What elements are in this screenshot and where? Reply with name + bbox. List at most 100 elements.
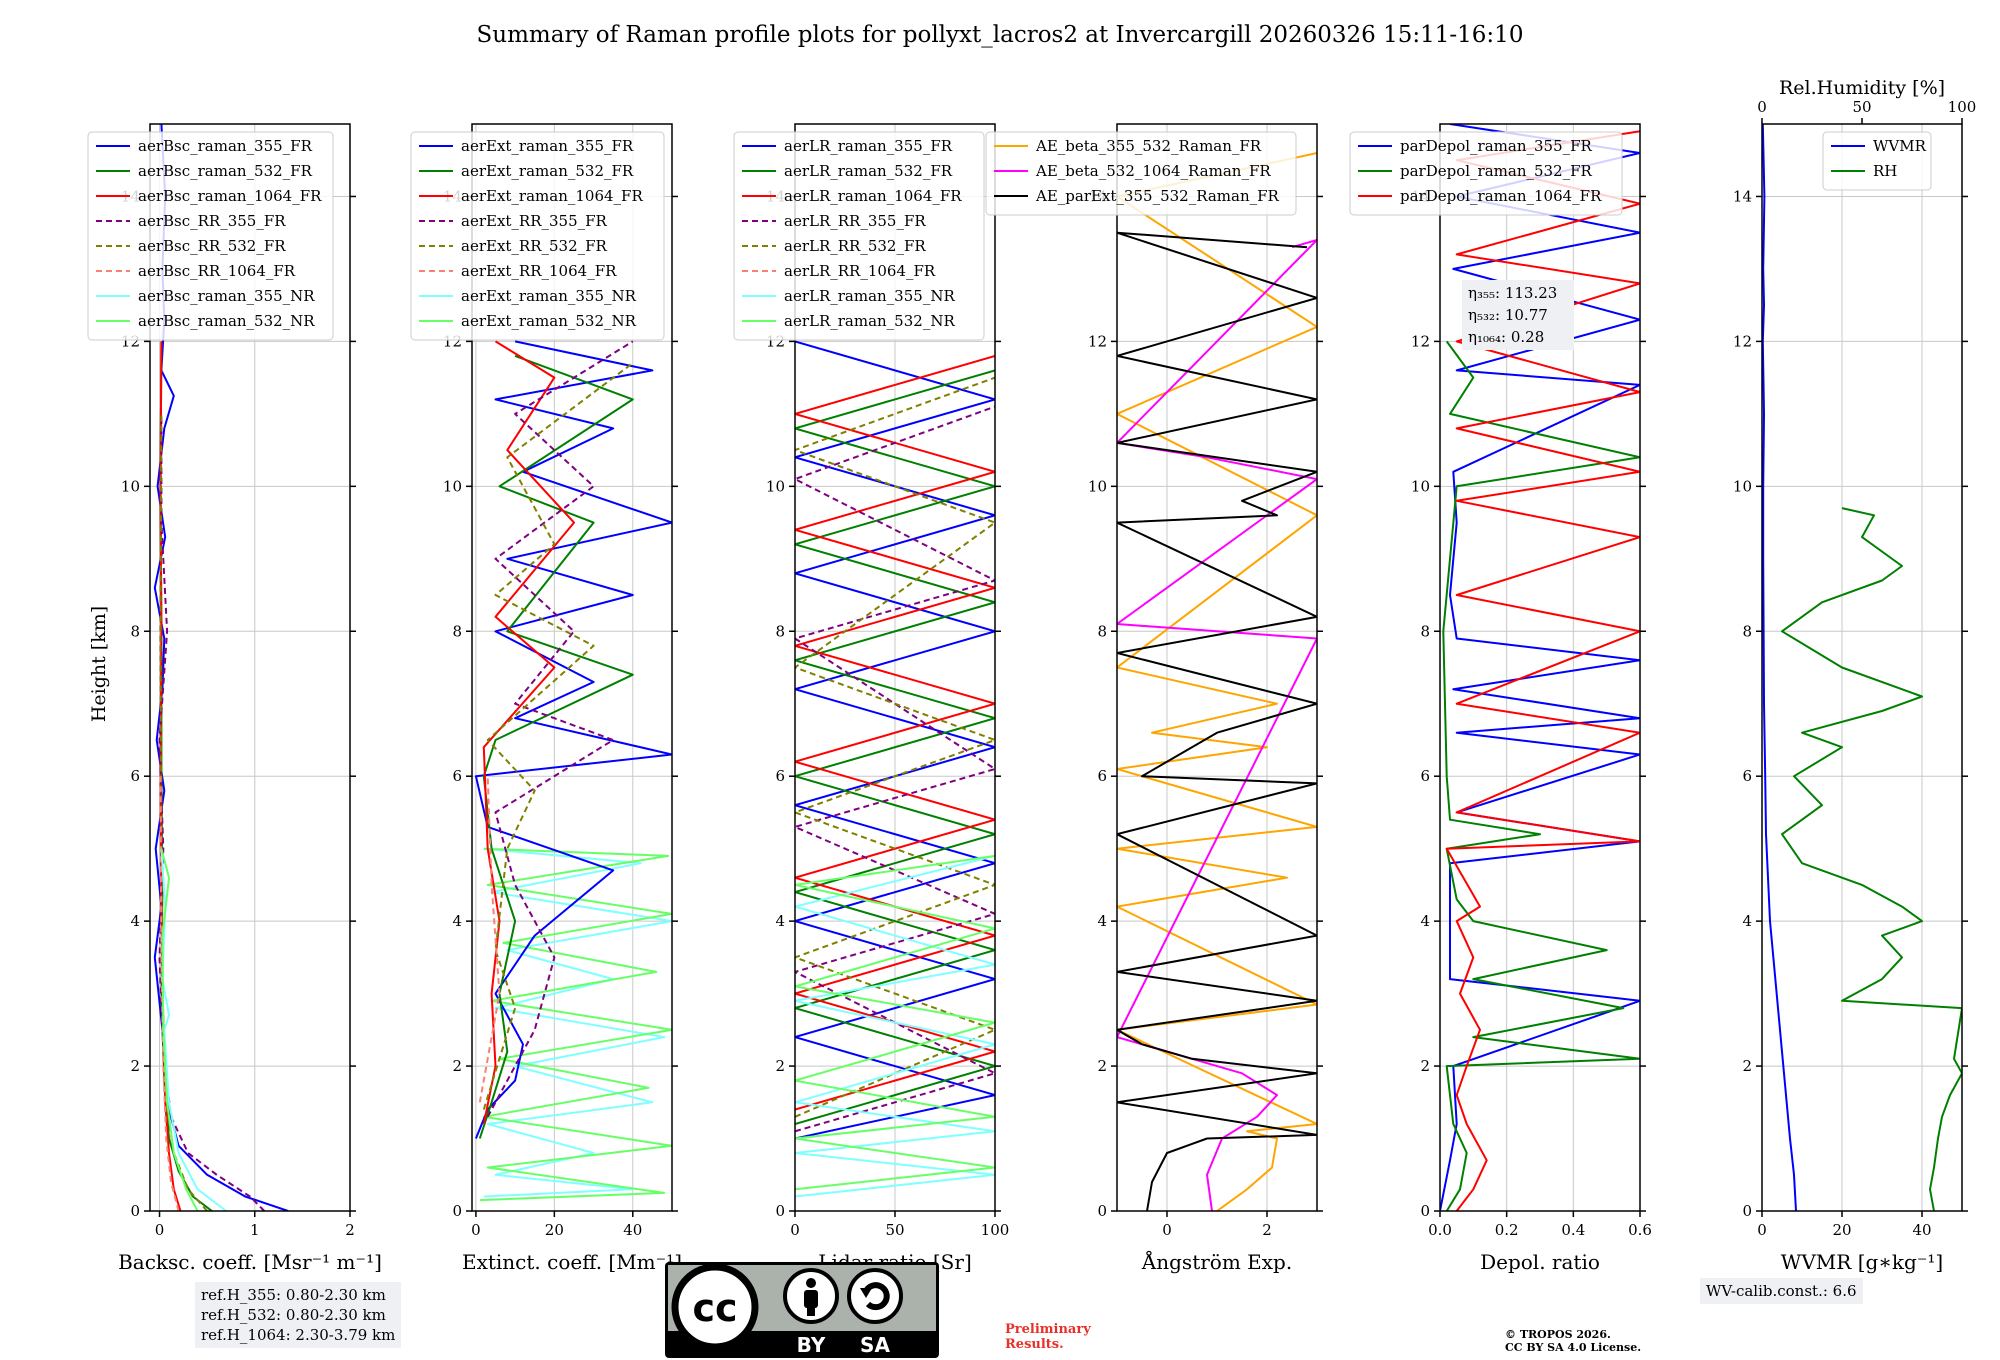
y-tick-label: 6 (130, 767, 140, 785)
x-tick-label: 2 (345, 1221, 355, 1239)
copyright-line-2: CC BY SA 4.0 License. (1505, 1341, 1642, 1354)
preliminary-line-1: Preliminary (1005, 1322, 1091, 1337)
series-group (1117, 152, 1317, 1211)
y-tick-label: 4 (1420, 912, 1430, 930)
series-group (1762, 124, 1962, 1211)
sa-share-alike-icon (847, 1268, 903, 1324)
y-tick-label: 12 (1411, 332, 1430, 350)
copyright-note: © TROPOS 2026. CC BY SA 4.0 License. (1505, 1328, 1641, 1354)
y-tick-label: 10 (121, 477, 140, 495)
wv-calibration-box: WV-calib.const.: 6.6 (1700, 1278, 1863, 1304)
y-tick-label: 0 (1742, 1202, 1752, 1220)
panel-extinction: 0246810121402040Extinct. coeff. [Mm⁻¹]ae… (410, 123, 682, 1274)
legend-entry: aerBsc_raman_1064_FR (138, 187, 322, 205)
series-line-aerLR_raman_355_FR (795, 340, 995, 1140)
y-axis-label: Height [km] (88, 605, 110, 723)
x-axis-label: Extinct. coeff. [Mm⁻¹] (462, 1250, 682, 1274)
y-tick-label: 12 (1733, 332, 1752, 350)
y-tick-label: 4 (775, 912, 785, 930)
legend-entry: aerExt_RR_532_FR (461, 237, 608, 255)
y-tick-label: 8 (1742, 622, 1752, 640)
x-tick-label: 0 (790, 1221, 800, 1239)
legend-entry: aerExt_RR_1064_FR (461, 262, 617, 280)
cc-logo-text: cc (692, 1286, 737, 1330)
y-tick-label: 2 (1097, 1057, 1107, 1075)
top-x-tick-label: 100 (1948, 98, 1977, 116)
series-line-aerExt_raman_532_FR (478, 354, 634, 1139)
series-line-AE_parExt_355_532_Raman_FR (1117, 231, 1317, 1211)
series-line-aerBsc_RR_355_FR (158, 413, 266, 1211)
preliminary-note: Preliminary Results. (1005, 1322, 1091, 1352)
legend-entry: aerLR_raman_532_FR (784, 162, 953, 180)
series-group (795, 340, 995, 1198)
legend-entry: aerExt_raman_532_NR (461, 312, 637, 330)
legend: aerLR_raman_355_FR aerLR_raman_532_FR aerL… (733, 131, 985, 341)
x-tick-label: 0.0 (1428, 1221, 1452, 1239)
y-tick-label: 8 (452, 622, 462, 640)
x-tick-label: 0 (471, 1221, 481, 1239)
series-line-aerExt_raman_355_FR (474, 340, 672, 1139)
series-line-RH (1781, 507, 1962, 1211)
y-tick-label: 14 (1733, 187, 1752, 205)
y-tick-label: 4 (452, 912, 462, 930)
series-line-aerBsc_raman_355_NR (160, 848, 227, 1211)
x-tick-label: 0 (1757, 1221, 1767, 1239)
top-x-axis-label: Rel.Humidity [%] (1779, 77, 1945, 99)
y-tick-label: 6 (1742, 767, 1752, 785)
legend-entry: aerExt_RR_355_FR (461, 212, 608, 230)
series-line-aerBsc_RR_1064_FR (159, 776, 180, 1211)
legend-entry: RH (1873, 162, 1897, 180)
eta-annotation: η₃₅₅: 113.23 η₅₃₂: 10.77 η₁₀₆₄: 0.28 (1462, 280, 1574, 350)
y-tick-label: 0 (1097, 1202, 1107, 1220)
y-tick-label: 8 (1097, 622, 1107, 640)
series-line-AE_beta_355_532_Raman_FR (1117, 152, 1317, 1211)
legend-entry: aerBsc_RR_355_FR (138, 212, 286, 230)
legend: parDepol_raman_355_FR parDepol_raman_532_… (1349, 131, 1623, 216)
legend-entry: aerBsc_raman_532_FR (138, 162, 313, 180)
legend-entry: parDepol_raman_532_FR (1400, 162, 1593, 180)
cc-logo-icon (671, 1263, 759, 1351)
y-tick-label: 0 (130, 1202, 140, 1220)
y-tick-label: 10 (1088, 477, 1107, 495)
y-tick-label: 8 (1420, 622, 1430, 640)
legend: WVMR RH (1822, 131, 1932, 191)
series-line-aerLR_raman_532_NR (795, 854, 995, 1191)
y-tick-label: 4 (1742, 912, 1752, 930)
series-line-aerLR_raman_532_FR (795, 369, 995, 1125)
panel-frame (1116, 123, 1318, 1212)
legend-entry: aerBsc_RR_532_FR (138, 237, 286, 255)
by-label: BY (797, 1333, 826, 1357)
panel-frame (1761, 123, 1963, 1212)
legend-entry: AE_beta_355_532_Raman_FR (1035, 137, 1262, 155)
legend-entry: WVMR (1873, 137, 1927, 155)
series-line-aerExt_RR_532_FR (482, 362, 634, 1110)
cc-license-badge[interactable]: cc BY SA (665, 1262, 939, 1358)
eta-label: η₁₀₆₄: 0.28 (1468, 328, 1544, 346)
y-tick-label: 0 (1420, 1202, 1430, 1220)
legend-entry: aerBsc_raman_355_FR (138, 137, 313, 155)
series-group (474, 340, 672, 1202)
series-line-aerLR_raman_1064_FR (795, 354, 995, 1111)
series-line-aerExt_raman_1064_FR (482, 340, 575, 1125)
x-axis-label: Backsc. coeff. [Msr⁻¹ m⁻¹] (118, 1250, 382, 1274)
y-tick-label: 6 (452, 767, 462, 785)
x-tick-label: 0.2 (1495, 1221, 1519, 1239)
panel-frame (794, 123, 996, 1212)
series-group (153, 124, 289, 1211)
sa-label: SA (860, 1333, 890, 1357)
series-line-aerExt_RR_1064_FR (478, 776, 501, 1103)
legend-entry: aerLR_raman_1064_FR (784, 187, 962, 205)
legend-entry: AE_parExt_355_532_Raman_FR (1035, 187, 1280, 205)
figure-title: Summary of Raman profile plots for polly… (476, 22, 1524, 48)
reference-height-box: ref.H_355: 0.80-2.30 km ref.H_532: 0.80-… (195, 1282, 402, 1348)
top-x-tick-label: 0 (1757, 98, 1767, 116)
legend-entry: aerExt_raman_355_NR (461, 287, 637, 305)
legend-box (733, 131, 985, 341)
x-tick-label: 20 (545, 1221, 564, 1239)
x-tick-label: 100 (981, 1221, 1010, 1239)
series-line-aerLR_RR_532_FR (795, 376, 995, 1118)
y-tick-label: 8 (130, 622, 140, 640)
panel-angstrom: 0246810121402Ångström Exp.AE_beta_355_53… (985, 123, 1323, 1274)
